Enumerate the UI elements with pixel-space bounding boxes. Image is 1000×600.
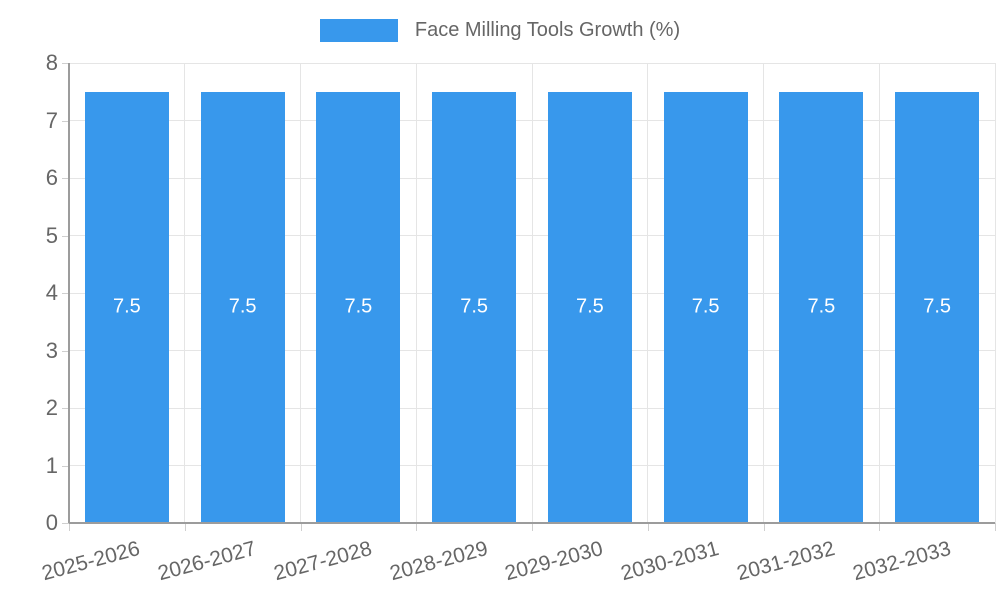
bar-value-label: 7.5 <box>460 295 489 318</box>
x-gridline <box>994 63 996 523</box>
x-tick-label: 2026-2027 <box>155 537 259 586</box>
bar: 7.5 <box>432 91 517 523</box>
bar: 7.5 <box>779 91 864 523</box>
x-tick-label: 2025-2026 <box>39 537 143 586</box>
bar-value-label: 7.5 <box>575 295 604 318</box>
y-tick-mark <box>62 523 69 524</box>
bar-value-label: 7.5 <box>344 295 373 318</box>
bar-value-label: 7.5 <box>691 295 720 318</box>
y-tick-label: 2 <box>45 395 58 420</box>
y-tick-label: 4 <box>45 280 58 305</box>
x-tick-label: 2027-2028 <box>271 537 375 586</box>
x-tick-mark <box>300 523 302 531</box>
y-tick-label: 0 <box>45 510 58 535</box>
bar-value-label: 7.5 <box>923 295 952 318</box>
y-tick-label: 5 <box>45 222 58 248</box>
bar-value-label: 7.5 <box>228 295 257 318</box>
y-tick-label: 7 <box>45 107 58 133</box>
x-tick-mark <box>69 523 70 531</box>
bar: 7.5 <box>200 91 285 523</box>
bar: 7.5 <box>547 91 632 523</box>
x-tick-label: 2032-2033 <box>850 537 954 586</box>
bar-value-label: 7.5 <box>807 295 836 318</box>
plot-area: 7.5 7.5 7.5 7.5 7.5 7.5 7.5 7.5 <box>68 62 996 524</box>
bar: 7.5 <box>316 91 401 523</box>
x-tick-mark <box>763 523 765 531</box>
x-tick-label: 2031-2032 <box>734 537 838 586</box>
x-tick-mark <box>879 523 881 531</box>
x-tick-mark <box>184 523 186 531</box>
legend-color-swatch <box>319 19 398 42</box>
y-tick-label: 1 <box>45 452 58 478</box>
x-gridline <box>184 63 186 523</box>
bar: 7.5 <box>84 91 169 523</box>
y-axis-line <box>68 63 70 523</box>
x-tick-mark <box>647 523 649 531</box>
x-gridline <box>531 63 533 523</box>
legend-item[interactable]: Face Milling Tools Growth (%) <box>319 19 681 42</box>
bar: 7.5 <box>895 91 980 523</box>
x-tick-label: 2028-2029 <box>387 537 491 586</box>
bar-value-label: 7.5 <box>112 295 141 318</box>
x-tick-label: 2030-2031 <box>618 537 722 586</box>
x-axis-line <box>69 522 995 524</box>
x-tick-mark <box>416 523 418 531</box>
y-tick-label: 3 <box>45 337 58 363</box>
x-gridline <box>300 63 301 523</box>
chart-legend: Face Milling Tools Growth (%) <box>0 19 1000 42</box>
bar: 7.5 <box>663 91 748 523</box>
x-tick-label: 2029-2030 <box>502 537 606 586</box>
y-tick-label: 8 <box>45 50 58 75</box>
legend-label: Face Milling Tools Growth (%) <box>414 19 681 41</box>
x-gridline <box>763 63 764 523</box>
x-tick-mark <box>532 523 533 531</box>
x-gridline <box>415 63 417 523</box>
x-gridline <box>647 63 649 523</box>
x-gridline <box>878 63 880 523</box>
x-tick-mark <box>995 523 996 531</box>
y-tick-label: 6 <box>45 165 58 190</box>
